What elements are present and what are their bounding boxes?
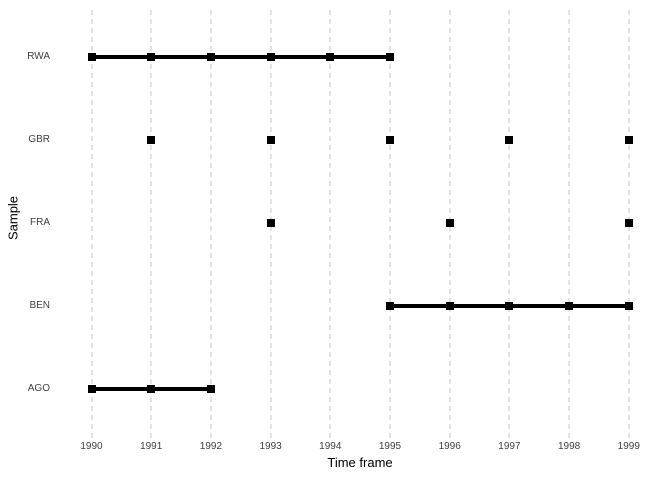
data-point-FRA-1993 xyxy=(266,219,275,227)
data-point-AGO-1990 xyxy=(87,385,96,393)
gridline-1995 xyxy=(389,10,391,438)
y-tick-label-GBR: GBR xyxy=(28,134,50,145)
gridline-1990 xyxy=(90,10,93,438)
data-point-RWA-1993 xyxy=(266,53,275,61)
x-tick-label-1994: 1994 xyxy=(319,441,342,452)
data-point-RWA-1990 xyxy=(87,53,96,61)
data-point-FRA-1999 xyxy=(624,219,633,227)
gridline-1991 xyxy=(150,10,153,438)
x-tick-label-1992: 1992 xyxy=(199,441,223,452)
data-point-GBR-1997 xyxy=(505,136,514,144)
x-tick-label-1999: 1999 xyxy=(617,441,640,452)
y-tick-label-RWA: RWA xyxy=(27,51,50,62)
data-point-GBR-1995 xyxy=(386,136,394,144)
data-point-BEN-1997 xyxy=(505,302,514,310)
y-tick-label-FRA: FRA xyxy=(30,217,50,228)
gridline-1992 xyxy=(209,10,212,438)
x-tick-label-1996: 1996 xyxy=(438,441,461,452)
x-tick-label-1995: 1995 xyxy=(378,441,402,452)
data-point-GBR-1991 xyxy=(147,136,156,144)
x-tick-label-1997: 1997 xyxy=(498,441,521,452)
x-tick-label-1991: 1991 xyxy=(140,441,163,452)
data-point-AGO-1991 xyxy=(147,385,156,393)
x-tick-label-1993: 1993 xyxy=(259,441,282,452)
data-point-BEN-1996 xyxy=(445,302,454,310)
gridline-1997 xyxy=(508,10,511,438)
data-point-RWA-1995 xyxy=(386,53,394,61)
data-point-BEN-1999 xyxy=(624,302,633,310)
data-point-GBR-1993 xyxy=(266,136,275,144)
y-tick-label-AGO: AGO xyxy=(27,383,50,394)
x-tick-label-1998: 1998 xyxy=(557,441,581,452)
data-point-BEN-1998 xyxy=(565,302,574,310)
data-point-RWA-1994 xyxy=(326,53,335,61)
timeline-segment-RWA xyxy=(87,55,394,59)
x-axis-title: Time frame xyxy=(327,455,393,470)
gridline-1998 xyxy=(568,10,571,438)
data-point-AGO-1992 xyxy=(206,385,215,393)
y-tick-label-BEN: BEN xyxy=(29,300,50,311)
gridline-1994 xyxy=(329,10,332,438)
data-point-RWA-1991 xyxy=(147,53,156,61)
data-point-RWA-1992 xyxy=(206,53,215,61)
x-tick-label-1990: 1990 xyxy=(80,441,103,452)
data-point-FRA-1996 xyxy=(445,219,454,227)
data-point-GBR-1999 xyxy=(624,136,633,144)
data-point-BEN-1995 xyxy=(386,302,394,310)
